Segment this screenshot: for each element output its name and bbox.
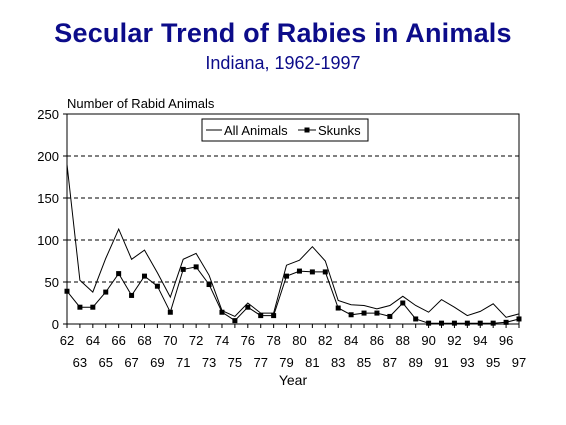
x-tick-label: 81 <box>305 355 319 370</box>
data-point-skunks <box>374 310 380 316</box>
x-tick-label: 84 <box>344 333 358 348</box>
data-point-skunks <box>103 289 109 295</box>
x-tick-label: 94 <box>473 333 487 348</box>
x-tick-label: 78 <box>266 333 280 348</box>
x-tick-label: 92 <box>447 333 461 348</box>
x-tick-label: 80 <box>292 333 306 348</box>
data-point-skunks <box>451 320 457 326</box>
y-axis: 0 50 100 150 200 250 <box>37 107 67 332</box>
x-tick-label: 73 <box>202 355 216 370</box>
x-tick-label: 82 <box>318 333 332 348</box>
series-line-all-animals <box>66 164 520 318</box>
x-tick-label: 83 <box>331 355 345 370</box>
x-tick-label: 96 <box>499 333 513 348</box>
x-tick-label: 71 <box>176 355 190 370</box>
x-tick-label: 62 <box>60 333 74 348</box>
data-point-skunks <box>477 320 483 326</box>
data-point-skunks <box>193 264 199 270</box>
x-tick-label: 91 <box>434 355 448 370</box>
series-group <box>64 164 522 326</box>
legend-all-animals-label: All Animals <box>224 123 288 138</box>
legend-skunks-label: Skunks <box>318 123 361 138</box>
data-point-skunks <box>400 300 406 306</box>
legend-box <box>201 118 369 142</box>
y-tick-label: 0 <box>52 317 59 332</box>
x-tick-label: 87 <box>383 355 397 370</box>
data-point-skunks <box>180 266 186 272</box>
chart-subtitle: Indiana, 1962-1997 <box>205 53 361 73</box>
data-point-skunks <box>219 309 225 315</box>
data-point-skunks <box>335 305 341 311</box>
y-tick-label: 50 <box>45 275 59 290</box>
x-tick-label: 79 <box>279 355 293 370</box>
data-point-skunks <box>309 269 315 275</box>
x-tick-label: 95 <box>486 355 500 370</box>
plot-area-frame <box>66 113 520 325</box>
y-tick-label: 200 <box>37 149 59 164</box>
data-point-skunks <box>116 271 122 277</box>
y-tick-label: 250 <box>37 107 59 122</box>
data-point-skunks <box>464 320 470 326</box>
data-point-skunks <box>90 304 96 310</box>
data-point-skunks <box>141 273 147 279</box>
x-axis-label: Year <box>279 372 308 388</box>
data-point-skunks <box>284 273 290 279</box>
data-point-skunks <box>258 313 264 319</box>
gridlines <box>67 155 519 283</box>
x-tick-label: 93 <box>460 355 474 370</box>
legend: All Animals Skunks <box>201 118 369 142</box>
data-point-skunks <box>348 312 354 318</box>
data-point-skunks <box>167 309 173 315</box>
data-point-skunks <box>296 268 302 274</box>
data-point-skunks <box>503 319 509 325</box>
series-line-skunks <box>66 266 520 324</box>
y-axis-label: Number of Rabid Animals <box>67 96 215 111</box>
x-tick-label: 72 <box>189 333 203 348</box>
x-tick-label: 89 <box>408 355 422 370</box>
data-point-skunks <box>129 292 135 298</box>
x-axis: 62 63 64 65 66 67 68 69 70 71 72 73 74 75 76 77 78 79 80 81… <box>60 324 526 370</box>
x-tick-label: 97 <box>512 355 526 370</box>
x-tick-label: 66 <box>111 333 125 348</box>
data-point-skunks <box>232 318 238 324</box>
data-point-skunks <box>426 320 432 326</box>
chart-title: Secular Trend of Rabies in Animals <box>54 18 512 48</box>
data-point-skunks <box>245 304 251 310</box>
data-point-skunks <box>413 316 419 322</box>
data-point-skunks <box>439 320 445 326</box>
data-point-skunks <box>271 313 277 319</box>
data-point-skunks <box>516 316 522 322</box>
x-tick-label: 64 <box>86 333 100 348</box>
data-point-skunks <box>206 282 212 288</box>
x-tick-label: 65 <box>99 355 113 370</box>
x-tick-label: 69 <box>150 355 164 370</box>
x-tick-label: 88 <box>396 333 410 348</box>
y-tick-label: 100 <box>37 233 59 248</box>
y-tick-label: 150 <box>37 191 59 206</box>
data-point-skunks <box>154 283 160 289</box>
x-tick-label: 63 <box>73 355 87 370</box>
data-point-skunks <box>387 313 393 319</box>
x-tick-label: 90 <box>421 333 435 348</box>
data-point-skunks <box>64 288 70 294</box>
x-tick-label: 70 <box>163 333 177 348</box>
x-tick-label: 68 <box>137 333 151 348</box>
legend-skunks-marker <box>304 127 310 133</box>
x-tick-label: 85 <box>357 355 371 370</box>
x-tick-label: 76 <box>241 333 255 348</box>
x-tick-label: 74 <box>215 333 229 348</box>
x-tick-label: 75 <box>228 355 242 370</box>
data-point-skunks <box>490 320 496 326</box>
data-point-skunks <box>322 269 328 275</box>
data-point-skunks <box>77 304 83 310</box>
data-point-skunks <box>361 310 367 316</box>
x-tick-label: 67 <box>124 355 138 370</box>
x-tick-label: 77 <box>253 355 267 370</box>
x-tick-label: 86 <box>370 333 384 348</box>
